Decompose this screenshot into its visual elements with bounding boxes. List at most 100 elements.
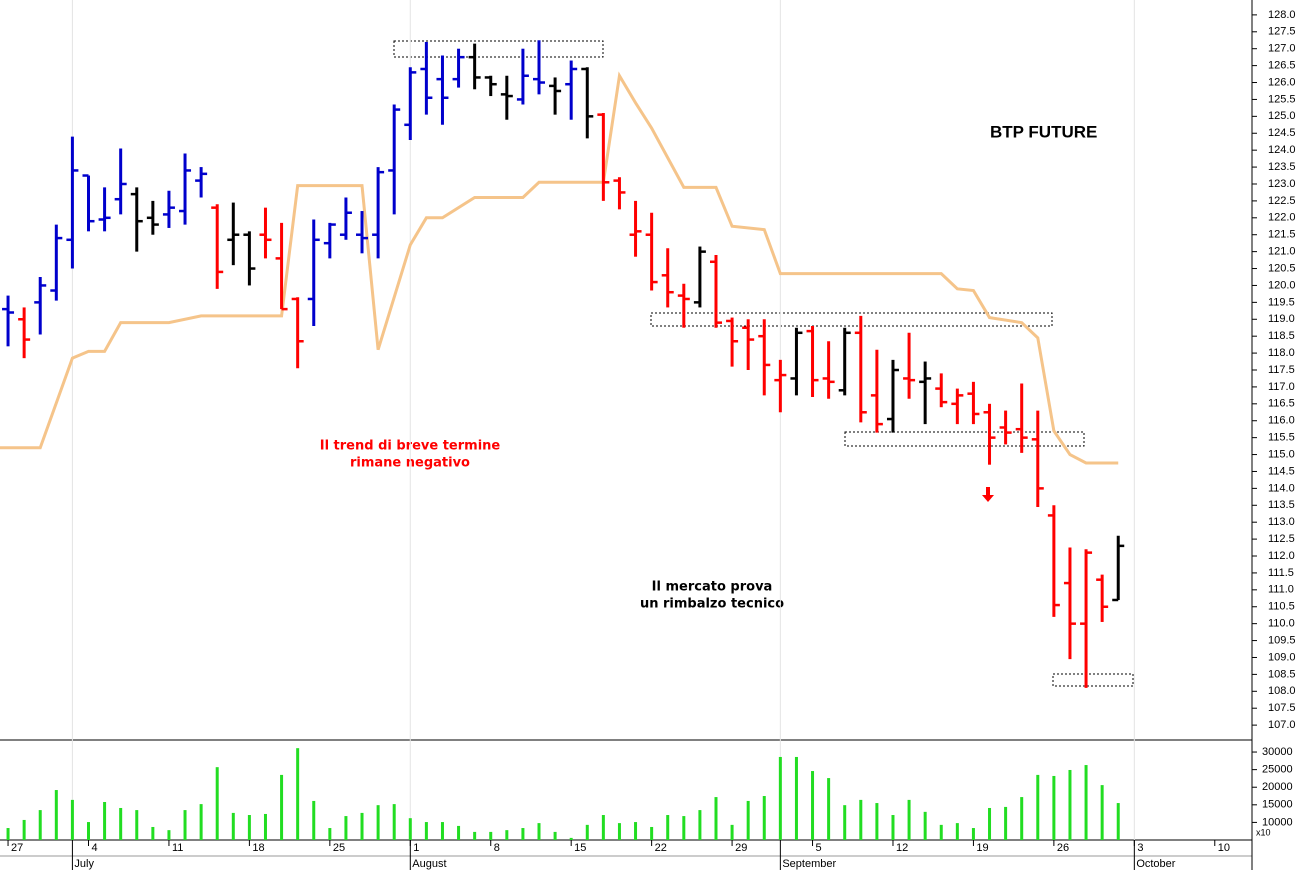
y-tick-label: 111.5 bbox=[1268, 567, 1294, 579]
volume-bar bbox=[6, 828, 10, 840]
volume-bar bbox=[328, 828, 332, 840]
volume-bar bbox=[988, 807, 992, 840]
y-tick-label: 108.0 bbox=[1268, 685, 1296, 697]
volume-bar bbox=[730, 824, 734, 840]
volume-bar bbox=[70, 799, 74, 840]
volume-bar bbox=[714, 797, 718, 840]
month-label: October bbox=[1136, 858, 1175, 870]
y-tick-label: 120.5 bbox=[1268, 262, 1296, 274]
y-tick-label: 126.5 bbox=[1268, 60, 1296, 72]
month-label: August bbox=[412, 858, 446, 870]
x-tick-label: 27 bbox=[11, 842, 23, 854]
volume-bar bbox=[698, 810, 702, 840]
month-label: September bbox=[782, 858, 836, 870]
x-tick-label: 26 bbox=[1057, 842, 1069, 854]
y-tick-label: 122.5 bbox=[1268, 195, 1296, 207]
volume-bar bbox=[119, 807, 123, 840]
y-tick-label: 116.5 bbox=[1268, 398, 1295, 410]
y-tick-label: 111.0 bbox=[1268, 584, 1294, 596]
x-tick-label: 3 bbox=[1137, 842, 1143, 854]
volume-bar bbox=[231, 812, 235, 840]
volume-bar bbox=[199, 804, 203, 840]
volume-bar bbox=[440, 822, 444, 840]
volume-bar bbox=[521, 828, 525, 840]
volume-bar bbox=[457, 825, 461, 840]
y-tick-label: 118.0 bbox=[1268, 347, 1295, 359]
month-label: July bbox=[74, 858, 94, 870]
volume-bar bbox=[1004, 806, 1008, 840]
volume-bar bbox=[263, 813, 267, 840]
volume-bar bbox=[955, 823, 959, 840]
volume-unit: x10 bbox=[1256, 827, 1271, 837]
volume-bar bbox=[971, 828, 975, 840]
volume-bar bbox=[473, 831, 477, 840]
volume-bar bbox=[1068, 769, 1072, 840]
y-tick-label: 114.5 bbox=[1268, 465, 1295, 477]
y-tick-label: 115.0 bbox=[1268, 448, 1295, 460]
volume-bar bbox=[811, 771, 815, 840]
y-tick-label: 126.0 bbox=[1268, 76, 1296, 88]
y-tick-label: 123.0 bbox=[1268, 178, 1296, 190]
y-tick-label: 110.5 bbox=[1268, 601, 1295, 613]
volume-bar bbox=[151, 826, 155, 840]
x-tick-label: 12 bbox=[896, 842, 908, 854]
volume-bar bbox=[923, 811, 927, 840]
volume-bar bbox=[891, 815, 895, 840]
volume-bar bbox=[843, 805, 847, 840]
volume-bar bbox=[392, 804, 396, 840]
volume-bar bbox=[54, 790, 58, 840]
x-tick-label: 19 bbox=[976, 842, 988, 854]
x-tick-label: 15 bbox=[574, 842, 586, 854]
y-tick-label: 112.0 bbox=[1268, 550, 1295, 562]
volume-bar bbox=[1084, 765, 1088, 840]
x-tick-label: 11 bbox=[172, 842, 183, 854]
volume-bar bbox=[505, 830, 509, 840]
annotation: Il mercato prova bbox=[652, 580, 773, 595]
volume-bar bbox=[827, 778, 831, 840]
volume-bar bbox=[939, 824, 943, 840]
volume-bar bbox=[183, 810, 187, 840]
volume-bar bbox=[1020, 797, 1024, 840]
volume-bar bbox=[1100, 785, 1104, 840]
y-tick-label: 116.0 bbox=[1268, 415, 1295, 427]
volume-bar bbox=[22, 819, 26, 840]
volume-bar bbox=[794, 756, 798, 840]
x-tick-label: 25 bbox=[333, 842, 345, 854]
y-tick-label: 125.0 bbox=[1268, 110, 1296, 122]
chart-title: BTP FUTURE bbox=[990, 122, 1097, 141]
y-tick-label: 25000 bbox=[1262, 764, 1293, 776]
y-tick-label: 113.0 bbox=[1268, 516, 1295, 528]
volume-bar bbox=[489, 831, 493, 840]
y-tick-label: 30000 bbox=[1262, 746, 1293, 758]
volume-bar bbox=[424, 822, 428, 840]
volume-bar bbox=[215, 767, 219, 840]
y-tick-label: 20000 bbox=[1262, 781, 1293, 793]
y-tick-label: 109.0 bbox=[1268, 651, 1296, 663]
volume-bar bbox=[247, 815, 251, 840]
y-tick-label: 127.0 bbox=[1268, 43, 1296, 55]
volume-bar bbox=[296, 748, 300, 840]
y-tick-label: 114.0 bbox=[1268, 482, 1295, 494]
volume-bar bbox=[135, 810, 139, 840]
y-tick-label: 119.0 bbox=[1268, 313, 1295, 325]
y-tick-label: 108.5 bbox=[1268, 668, 1296, 680]
volume-bar bbox=[778, 756, 782, 840]
y-tick-label: 125.5 bbox=[1268, 93, 1296, 105]
y-tick-label: 127.5 bbox=[1268, 26, 1296, 38]
y-tick-label: 107.5 bbox=[1268, 702, 1296, 714]
y-tick-label: 121.0 bbox=[1268, 246, 1296, 258]
y-tick-label: 117.5 bbox=[1268, 364, 1295, 376]
x-tick-label: 22 bbox=[655, 842, 667, 854]
y-tick-label: 10000 bbox=[1262, 816, 1293, 828]
x-tick-label: 5 bbox=[816, 842, 822, 854]
y-tick-label: 122.0 bbox=[1268, 212, 1296, 224]
x-tick-label: 29 bbox=[735, 842, 747, 854]
volume-bar bbox=[682, 816, 686, 840]
range-box bbox=[844, 431, 1085, 447]
y-tick-label: 117.0 bbox=[1268, 381, 1295, 393]
y-tick-label: 121.5 bbox=[1268, 229, 1296, 241]
y-tick-label: 120.0 bbox=[1268, 279, 1296, 291]
y-tick-label: 118.5 bbox=[1268, 330, 1295, 342]
volume-bar bbox=[376, 805, 380, 840]
